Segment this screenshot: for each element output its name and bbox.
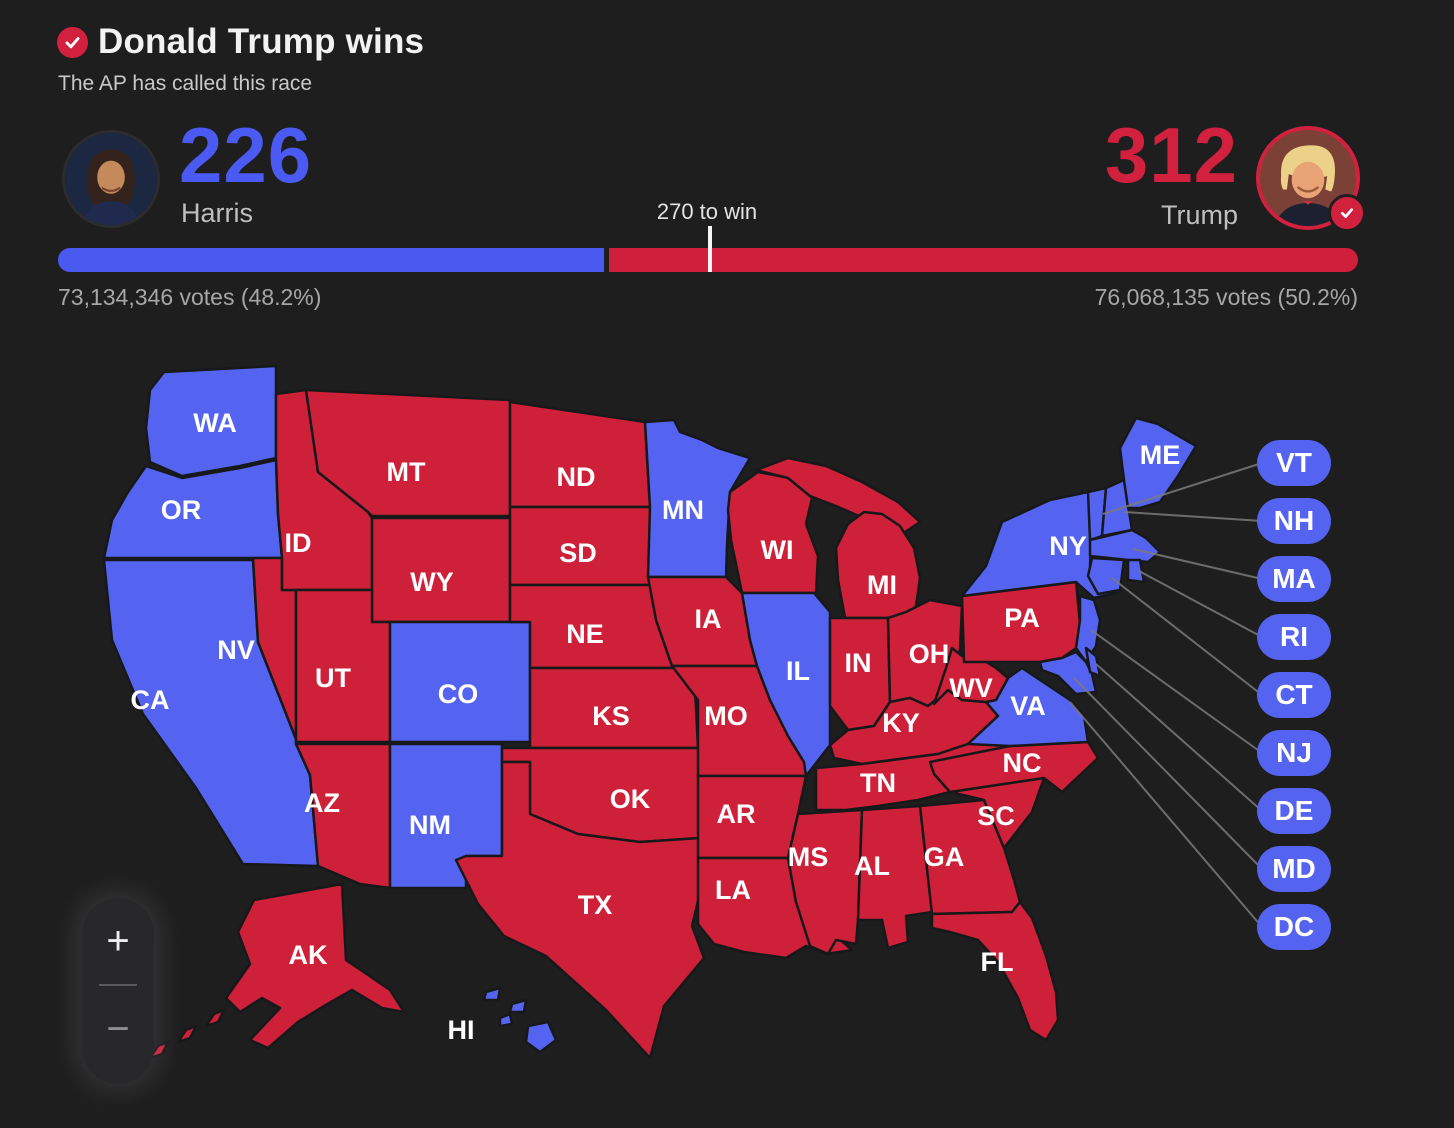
state-ME[interactable] <box>1118 416 1198 510</box>
state-AK[interactable] <box>204 1008 226 1028</box>
state-HI[interactable] <box>524 1020 558 1054</box>
leader-line-VT <box>1102 462 1263 515</box>
harris-photo <box>62 130 160 228</box>
state-IN[interactable] <box>828 616 892 732</box>
state-FL[interactable] <box>930 900 1060 1042</box>
state-WV[interactable] <box>932 640 1010 706</box>
leader-line-NJ <box>1090 629 1263 754</box>
pill-VT[interactable]: VT <box>1257 440 1331 486</box>
state-HI[interactable] <box>482 986 502 1002</box>
pill-DE[interactable]: DE <box>1257 788 1331 834</box>
state-MA[interactable] <box>1088 528 1162 564</box>
pill-CT[interactable]: CT <box>1257 672 1331 718</box>
state-WY[interactable] <box>370 516 512 624</box>
state-HI[interactable] <box>498 1012 514 1028</box>
leader-line-MD <box>1073 677 1263 870</box>
race-call-title: Donald Trump wins <box>98 22 425 61</box>
pill-MA[interactable]: MA <box>1257 556 1331 602</box>
state-HI[interactable] <box>508 998 528 1014</box>
dem-electoral-count: 226 <box>179 111 313 199</box>
winner-check-icon <box>57 27 88 58</box>
threshold-label: 270 to win <box>656 199 758 224</box>
leader-line-MA <box>1132 548 1263 580</box>
winner-check-badge <box>1328 194 1366 232</box>
leader-line-RI <box>1138 570 1263 638</box>
state-SD[interactable] <box>508 505 653 587</box>
leader-line-DE <box>1095 663 1263 812</box>
leader-line-CT <box>1111 577 1263 696</box>
dem-candidate-name: Harris <box>181 198 253 228</box>
zoom-out-button[interactable]: − <box>106 1006 130 1051</box>
dem-popular-votes: 73,134,346 votes (48.2%) <box>58 284 322 310</box>
map-zoom-control: + − <box>82 898 154 1084</box>
state-RI[interactable] <box>1126 558 1146 584</box>
state-AL[interactable] <box>856 804 934 950</box>
state-MN[interactable] <box>643 418 752 579</box>
state-KS[interactable] <box>528 666 700 750</box>
state-MD[interactable] <box>1038 650 1098 696</box>
zoom-in-button[interactable]: + <box>106 918 130 963</box>
zoom-divider <box>99 984 137 986</box>
dem-bar-segment <box>58 248 604 272</box>
state-AK[interactable] <box>176 1024 198 1044</box>
race-call-subtitle: The AP has called this race <box>58 72 313 95</box>
pill-NH[interactable]: NH <box>1257 498 1331 544</box>
electoral-vote-bar <box>58 248 1358 272</box>
state-label-HI: HI <box>448 1015 475 1045</box>
rep-bar-segment <box>609 248 1358 272</box>
leader-line-NH <box>1123 511 1263 522</box>
state-ND[interactable] <box>508 400 652 509</box>
state-MT[interactable] <box>304 388 512 518</box>
pill-DC[interactable]: DC <box>1257 904 1331 950</box>
bar-gap <box>604 248 609 272</box>
state-IL[interactable] <box>740 591 832 778</box>
pill-NJ[interactable]: NJ <box>1257 730 1331 776</box>
threshold-tick <box>708 226 712 272</box>
rep-popular-votes: 76,068,135 votes (50.2%) <box>1094 284 1358 310</box>
pill-MD[interactable]: MD <box>1257 846 1331 892</box>
state-WA[interactable] <box>144 364 278 478</box>
rep-electoral-count: 312 <box>1104 111 1238 199</box>
rep-candidate-name: Trump <box>1160 200 1238 230</box>
state-AK[interactable] <box>224 882 406 1050</box>
leader-line-DC <box>1069 701 1263 928</box>
state-CO[interactable] <box>388 620 532 744</box>
pill-RI[interactable]: RI <box>1257 614 1331 660</box>
state-DE[interactable] <box>1084 646 1102 678</box>
state-TX[interactable] <box>454 760 706 1060</box>
state-CT[interactable] <box>1086 556 1126 596</box>
